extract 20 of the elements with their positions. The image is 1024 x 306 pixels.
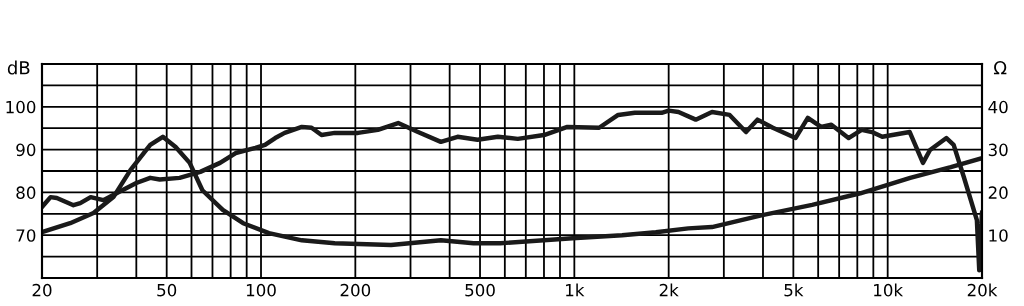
x-tick-label: 500	[465, 283, 495, 297]
x-tick-label: 1k	[566, 283, 585, 297]
y2-tick-label: 20	[988, 186, 1008, 199]
y2-tick-label: 40	[988, 100, 1008, 114]
y2-tick-label: 10	[989, 229, 1008, 242]
y2-tick-label: 30	[988, 143, 1008, 157]
x-tick-label: 50	[157, 283, 177, 297]
x-tick-label: 5k	[784, 283, 804, 297]
y-axis-title: dB	[7, 60, 30, 75]
x-tick-label: 100	[246, 283, 276, 297]
x-tick-label: 2k	[659, 283, 679, 297]
y-tick-label: 100	[6, 100, 36, 114]
x-tick-label: 20	[32, 283, 52, 297]
y-tick-label: 70	[16, 229, 36, 242]
x-tick-label: 10k	[874, 283, 904, 297]
x-tick-label: 200	[340, 283, 371, 297]
x-tick-label: 20k	[967, 283, 998, 297]
y-tick-label: 90	[16, 143, 36, 157]
y-tick-label: 80	[16, 186, 36, 199]
y2-axis-title: Ω	[993, 61, 1007, 75]
